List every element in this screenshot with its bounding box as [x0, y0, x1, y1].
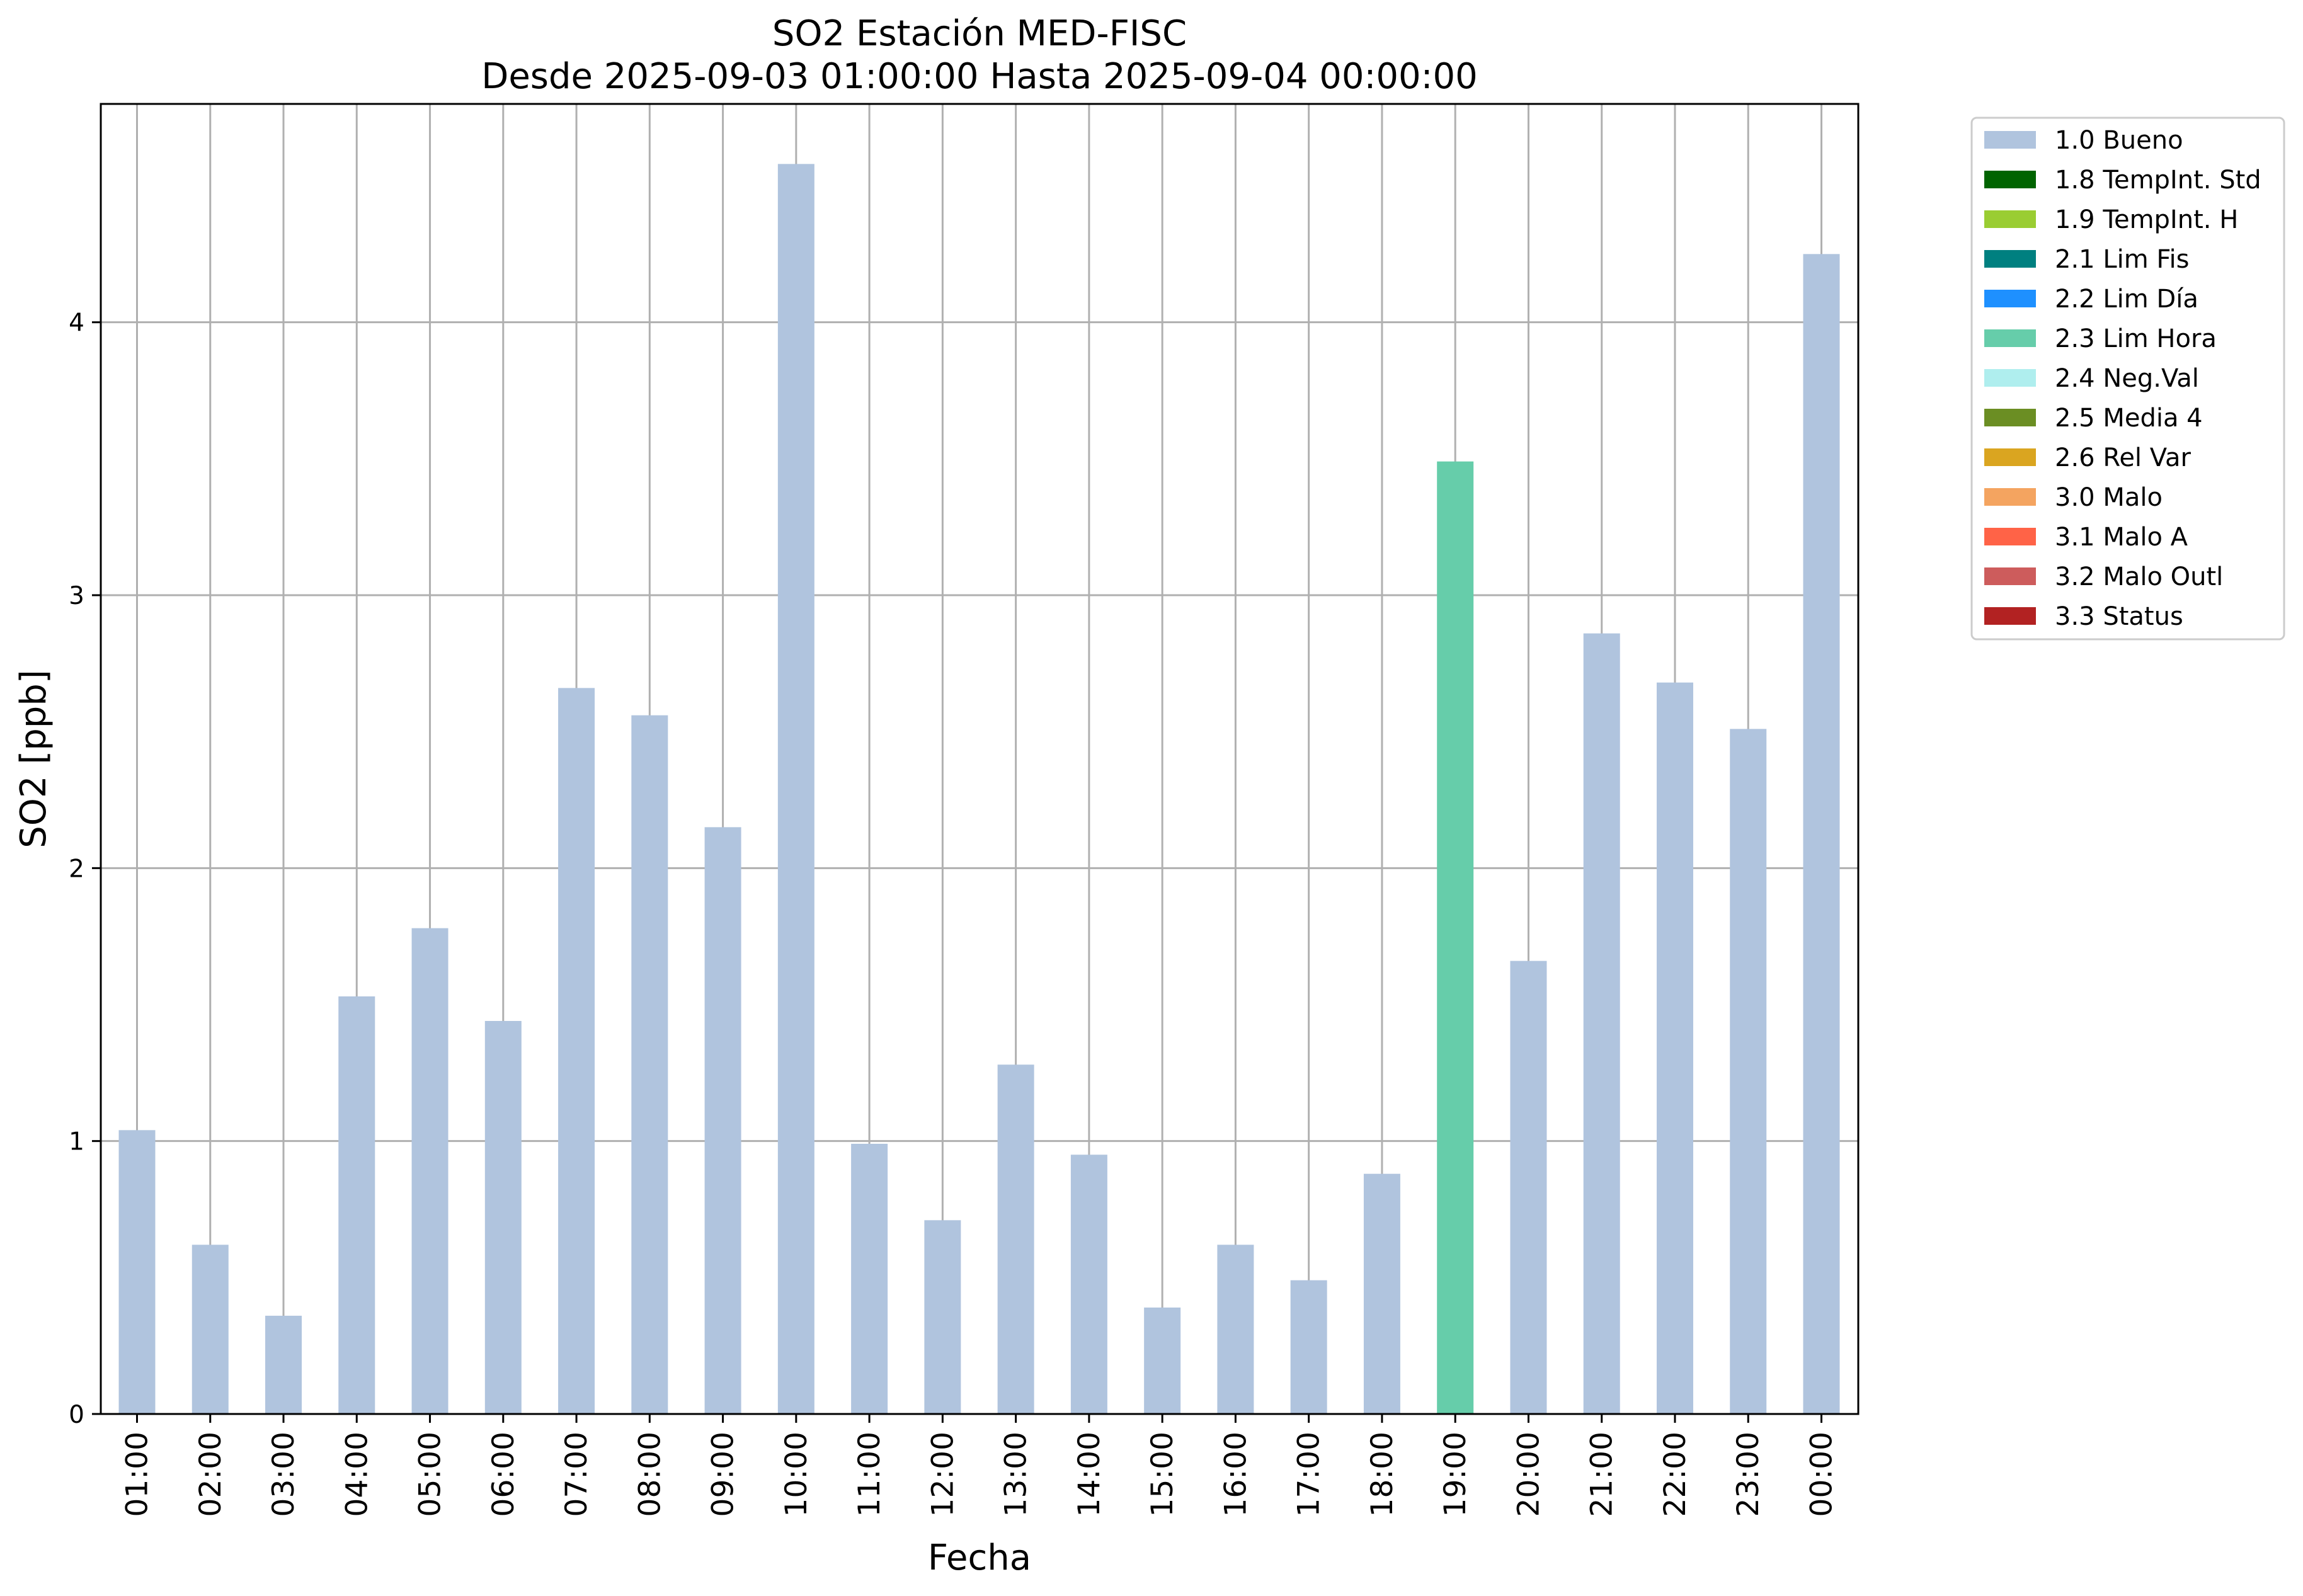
bar	[1730, 729, 1767, 1414]
bar	[924, 1220, 961, 1414]
legend-label: 3.0 Malo	[2055, 483, 2163, 512]
x-tick-label: 16:00	[1218, 1432, 1253, 1517]
legend-swatch	[1984, 607, 2036, 625]
chart-subtitle: Desde 2025-09-03 01:00:00 Hasta 2025-09-…	[481, 56, 1478, 97]
legend-swatch	[1984, 528, 2036, 545]
x-tick-label: 22:00	[1658, 1432, 1693, 1517]
legend-label: 1.0 Bueno	[2055, 126, 2183, 155]
legend-swatch	[1984, 171, 2036, 188]
x-tick-label: 08:00	[632, 1432, 667, 1517]
x-tick-label: 14:00	[1072, 1432, 1107, 1517]
legend-label: 2.2 Lim Día	[2055, 285, 2198, 314]
bar	[1290, 1280, 1327, 1414]
bar	[1144, 1308, 1181, 1414]
bar	[1803, 254, 1840, 1414]
legend-swatch	[1984, 329, 2036, 347]
bar	[1510, 960, 1547, 1414]
bar	[484, 1021, 522, 1414]
y-axis-label: SO2 [ppb]	[13, 670, 54, 848]
bar	[1656, 682, 1693, 1414]
legend-label: 3.2 Malo Outl	[2055, 562, 2223, 591]
legend-label: 2.4 Neg.Val	[2055, 364, 2199, 393]
x-tick-label: 07:00	[559, 1432, 594, 1517]
y-tick-label: 1	[69, 1128, 84, 1156]
legend-label: 2.5 Media 4	[2055, 404, 2203, 433]
x-tick-label: 05:00	[413, 1432, 448, 1517]
bar	[1217, 1245, 1254, 1414]
legend-swatch	[1984, 409, 2036, 426]
x-tick-label: 21:00	[1585, 1432, 1620, 1517]
y-tick-label: 3	[69, 582, 84, 610]
bar	[411, 928, 449, 1414]
legend-swatch	[1984, 250, 2036, 268]
y-tick-label: 0	[69, 1401, 84, 1429]
bar	[631, 715, 668, 1414]
bar	[265, 1316, 302, 1414]
bar	[118, 1130, 156, 1414]
x-tick-label: 02:00	[193, 1432, 228, 1517]
bar	[1363, 1173, 1400, 1414]
x-axis: 01:00 02:00 03:00 04:00 05:00 06:00 07:00 08:00…	[120, 1414, 1839, 1517]
legend-label: 2.6 Rel Var	[2055, 443, 2192, 472]
x-axis-label: Fecha	[928, 1537, 1031, 1578]
bar	[1583, 633, 1620, 1414]
legend-frame	[1970, 117, 2285, 641]
x-tick-label: 17:00	[1292, 1432, 1327, 1517]
x-tick-label: 15:00	[1145, 1432, 1180, 1517]
legend-swatch	[1984, 131, 2036, 149]
bar	[997, 1064, 1034, 1414]
legend-swatch	[1984, 488, 2036, 506]
y-tick-label: 4	[69, 309, 84, 338]
bar	[1437, 461, 1474, 1414]
x-tick-label: 09:00	[706, 1432, 741, 1517]
bar	[704, 827, 741, 1414]
legend-label: 1.8 TempInt. Std	[2055, 166, 2261, 195]
legend-label: 1.9 TempInt. H	[2055, 205, 2238, 234]
legend-swatch	[1984, 567, 2036, 585]
y-axis: 0 1 2 3 4	[69, 309, 101, 1429]
x-tick-label: 11:00	[852, 1432, 887, 1517]
x-tick-label: 12:00	[925, 1432, 960, 1517]
x-tick-label: 06:00	[486, 1432, 521, 1517]
legend-label: 2.3 Lim Hora	[2055, 324, 2217, 353]
x-tick-label: 04:00	[340, 1432, 374, 1517]
legend-label: 3.3 Status	[2055, 602, 2183, 631]
bar	[191, 1245, 229, 1414]
legend-swatch	[1984, 369, 2036, 387]
y-tick-label: 2	[69, 855, 84, 883]
chart-title: SO2 Estación MED-FISC	[772, 13, 1187, 54]
x-tick-label: 01:00	[120, 1432, 155, 1517]
legend-swatch	[1984, 290, 2036, 307]
legend-swatch	[1984, 448, 2036, 466]
bar	[851, 1144, 888, 1414]
legend-swatch	[1984, 210, 2036, 228]
x-tick-label: 20:00	[1511, 1432, 1546, 1517]
bar	[777, 164, 814, 1414]
x-tick-label: 03:00	[266, 1432, 301, 1517]
x-tick-label: 19:00	[1438, 1432, 1473, 1517]
x-tick-label: 13:00	[999, 1432, 1034, 1517]
legend-label: 3.1 Malo A	[2055, 523, 2188, 552]
bars	[118, 164, 1840, 1414]
bar	[338, 996, 375, 1414]
x-tick-label: 00:00	[1805, 1432, 1839, 1517]
x-tick-label: 10:00	[779, 1432, 814, 1517]
x-tick-label: 18:00	[1365, 1432, 1400, 1517]
x-tick-label: 23:00	[1731, 1432, 1766, 1517]
bar	[558, 688, 595, 1414]
legend-entries: 1.0 Bueno 1.8 TempInt. Std 1.9 TempInt. H 2…	[1984, 126, 2261, 631]
plot-frame	[100, 103, 1860, 1415]
legend: 1.0 Bueno 1.8 TempInt. Std 1.9 TempInt. H 2…	[1970, 117, 2285, 641]
bar	[1070, 1154, 1107, 1414]
legend-label: 2.1 Lim Fis	[2055, 245, 2189, 274]
